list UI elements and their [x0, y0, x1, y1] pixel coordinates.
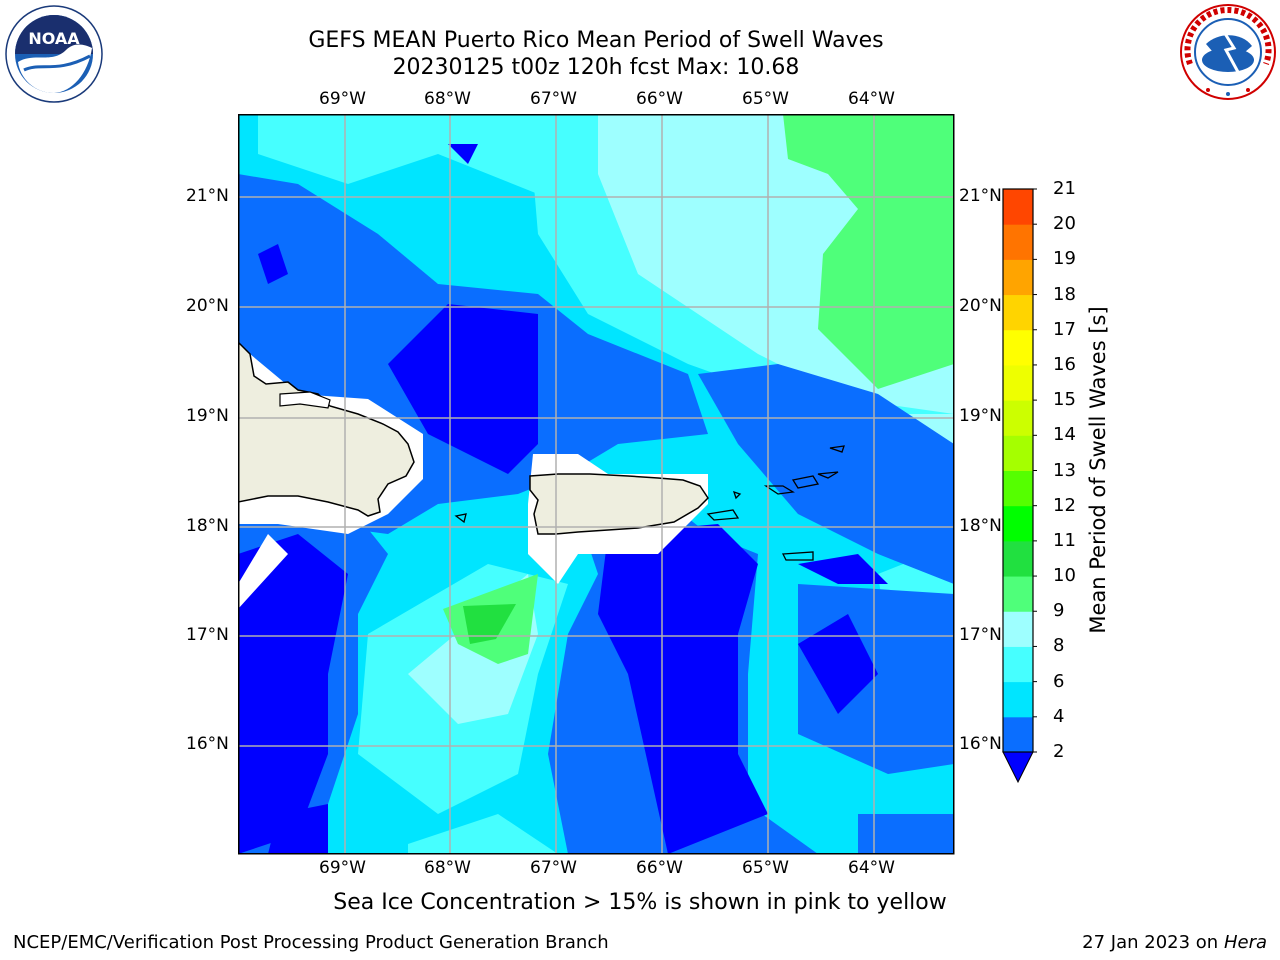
lat-label-right: 17°N [959, 625, 1002, 645]
colorbar-tick-label: 14 [1053, 424, 1076, 446]
footer-date-text: 27 Jan 2023 on [1082, 932, 1219, 953]
colorbar [1002, 188, 1038, 784]
field-below-2s [238, 144, 888, 854]
lon-label-top: 64°W [848, 89, 895, 109]
lat-label-right: 19°N [959, 406, 1002, 426]
field-10-11s [463, 604, 516, 644]
lat-label-left: 20°N [186, 296, 229, 316]
colorbar-tick-label: 4 [1053, 705, 1065, 727]
lon-label-top: 65°W [742, 89, 789, 109]
colorbar-tick-label: 8 [1053, 635, 1065, 657]
lon-label-bottom: 67°W [530, 858, 577, 878]
swell-period-map [238, 114, 955, 855]
lon-label-top: 69°W [319, 89, 366, 109]
lon-label-bottom: 66°W [636, 858, 683, 878]
colorbar-tick-label: 13 [1053, 459, 1076, 481]
lon-label-bottom: 65°W [742, 858, 789, 878]
lat-label-right: 18°N [959, 516, 1002, 536]
colorbar-swatch [1003, 294, 1033, 331]
footer-host: Hera [1223, 932, 1267, 953]
chart-title: GEFS MEAN Puerto Rico Mean Period of Swe… [308, 28, 884, 53]
map-panel [238, 114, 955, 855]
map-frame [238, 114, 955, 855]
lat-label-right: 16°N [959, 734, 1002, 754]
lon-label-bottom: 69°W [319, 858, 366, 878]
graticule [238, 114, 954, 854]
lon-label-top: 67°W [530, 89, 577, 109]
virgin-islands [454, 445, 845, 561]
footer-credit: NCEP/EMC/Verification Post Processing Pr… [13, 932, 609, 953]
colorbar-tick-label: 21 [1053, 178, 1076, 199]
noaa-logo-icon: NOAA [4, 4, 104, 104]
lat-label-left: 19°N [186, 406, 229, 426]
colorbar-swatch [1003, 681, 1033, 718]
colorbar-swatch [1003, 400, 1033, 436]
colorbar-tick-label: 9 [1053, 600, 1065, 622]
hispaniola-land [238, 340, 415, 517]
colorbar-swatch [1003, 470, 1033, 507]
colorbar-title: Mean Period of Swell Waves [s] [1086, 306, 1110, 634]
lon-label-top: 66°W [636, 89, 683, 109]
colorbar-swatch [1003, 329, 1033, 366]
colorbar-swatch [1003, 716, 1033, 753]
lon-label-bottom: 68°W [424, 858, 471, 878]
colorbar-swatch [1003, 505, 1033, 542]
colorbar-tick-label: 19 [1053, 248, 1076, 270]
colorbar-tick-label: 11 [1053, 529, 1076, 551]
colorbar-swatch [1003, 189, 1033, 225]
chart-subtitle: 20230125 t00z 120h fcst Max: 10.68 [392, 55, 800, 80]
colorbar-svg [1002, 188, 1037, 784]
colorbar-tick-label: 12 [1053, 494, 1076, 516]
colorbar-tick-label: 10 [1053, 565, 1076, 587]
lat-label-left: 18°N [186, 516, 229, 536]
colorbar-swatch [1003, 224, 1033, 260]
colorbar-tick-label: 18 [1053, 283, 1076, 305]
colorbar-swatch [1003, 259, 1033, 296]
gonave-bay [279, 391, 331, 409]
colorbar-tick-label: 20 [1053, 213, 1076, 235]
footer-date: 27 Jan 2023 on Hera [1082, 932, 1267, 953]
nws-logo-icon [1178, 2, 1278, 102]
puerto-rico-land [529, 473, 709, 535]
lat-label-right: 21°N [959, 186, 1002, 206]
colorbar-tick-label: 16 [1053, 353, 1076, 375]
colorbar-swatch [1003, 364, 1033, 401]
colorbar-tick-label: 2 [1053, 741, 1065, 762]
colorbar-swatch [1003, 540, 1033, 577]
colorbar-tick-label: 15 [1053, 389, 1076, 411]
colorbar-tick-label: 6 [1053, 670, 1065, 692]
colorbar-swatch [1003, 435, 1033, 471]
lat-label-left: 16°N [186, 734, 229, 754]
noaa-logo-text: NOAA [28, 29, 80, 48]
lat-label-left: 17°N [186, 625, 229, 645]
sea-ice-note: Sea Ice Concentration > 15% is shown in … [333, 890, 947, 915]
colorbar-extend-min [1002, 751, 1034, 784]
colorbar-tick-label: 17 [1053, 318, 1076, 340]
colorbar-swatch [1003, 646, 1033, 683]
lon-label-bottom: 64°W [848, 858, 895, 878]
lat-label-left: 21°N [186, 186, 229, 206]
colorbar-swatch [1003, 611, 1033, 647]
colorbar-swatch [1003, 576, 1033, 612]
lon-label-top: 68°W [424, 89, 471, 109]
lat-label-right: 20°N [959, 296, 1002, 316]
